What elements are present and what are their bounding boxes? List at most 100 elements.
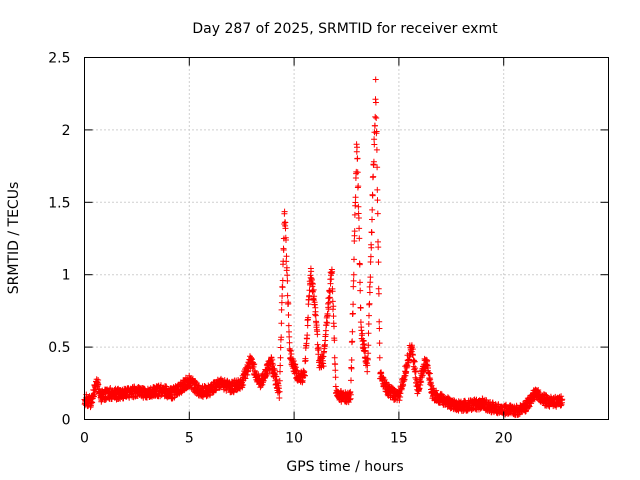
axis-ticks: 0 0.5 1 1.5 2 2.5 0 5 10 15 20: [48, 51, 609, 447]
data-point: [357, 279, 363, 286]
x-axis-label: GPS time / hours: [286, 459, 403, 475]
data-point: [352, 199, 359, 206]
data-point: [314, 331, 321, 338]
data-point: [283, 264, 290, 271]
data-point: [308, 268, 315, 275]
data-point: [348, 377, 354, 384]
data-point: [278, 334, 285, 341]
data-point: [368, 229, 375, 236]
x-tick-label: 5: [185, 431, 194, 447]
data-point: [367, 274, 374, 281]
data-point: [281, 208, 288, 215]
data-point: [320, 363, 327, 370]
data-point: [290, 358, 297, 364]
data-point: [286, 347, 293, 354]
data-point: [359, 330, 366, 337]
data-point: [332, 374, 339, 381]
data-point: [355, 215, 362, 221]
data-point: [292, 361, 299, 368]
grid-lines: [84, 57, 609, 420]
data-point: [347, 391, 354, 398]
data-point: [332, 361, 339, 368]
data-point: [365, 330, 372, 337]
y-tick-label: 1.5: [48, 195, 70, 211]
data-point: [301, 372, 308, 379]
data-point: [324, 320, 331, 326]
data-point: [397, 390, 404, 397]
data-point: [559, 396, 566, 403]
data-point: [372, 122, 378, 129]
data-point: [282, 219, 289, 226]
data-point: [365, 350, 372, 357]
data-points: [81, 76, 566, 419]
data-point: [284, 292, 291, 299]
data-point: [366, 312, 372, 319]
data-point: [278, 306, 285, 313]
data-point: [426, 370, 433, 377]
data-point: [332, 367, 339, 374]
x-tick-label: 15: [390, 431, 408, 447]
data-point: [286, 333, 293, 340]
y-tick-label: 2.5: [48, 51, 70, 67]
y-tick-label: 2: [62, 123, 71, 139]
data-point: [88, 398, 95, 405]
data-point: [264, 371, 271, 378]
data-point: [260, 377, 267, 384]
data-point: [526, 403, 533, 410]
data-point: [326, 294, 333, 301]
data-point: [350, 277, 357, 284]
data-point: [376, 318, 383, 325]
data-point: [374, 164, 381, 171]
data-point: [369, 206, 376, 213]
data-point: [362, 347, 369, 354]
chart-title: Day 287 of 2025, SRMTID for receiver exm…: [192, 21, 498, 37]
data-point: [350, 301, 357, 308]
data-point: [354, 169, 361, 176]
data-point: [364, 362, 371, 369]
data-point: [416, 385, 423, 392]
data-point: [304, 322, 311, 329]
data-point: [327, 289, 333, 296]
data-point: [328, 276, 335, 283]
data-point: [374, 197, 381, 204]
data-point: [373, 115, 380, 121]
data-point: [375, 290, 382, 297]
data-point: [276, 395, 283, 401]
data-point: [375, 259, 382, 266]
y-tick-label: 0: [62, 413, 71, 429]
data-point: [364, 368, 371, 375]
data-point: [324, 312, 331, 319]
data-point: [366, 300, 373, 307]
data-point: [330, 303, 337, 310]
data-point: [348, 357, 355, 363]
data-point: [369, 192, 376, 199]
data-point: [372, 113, 379, 120]
data-point: [285, 300, 292, 307]
data-point: [418, 379, 425, 386]
data-point: [355, 203, 362, 210]
y-tick-label: 0.5: [48, 340, 70, 356]
x-tick-label: 0: [80, 431, 89, 447]
data-point: [251, 361, 258, 368]
data-point: [331, 323, 337, 330]
data-point: [276, 388, 283, 395]
data-point: [288, 351, 295, 357]
data-point: [356, 261, 363, 268]
data-point: [278, 299, 285, 306]
data-point: [284, 272, 291, 279]
data-point: [351, 238, 358, 244]
data-point: [354, 144, 360, 151]
data-point: [329, 288, 336, 295]
data-point: [354, 155, 361, 162]
data-point: [294, 367, 301, 374]
data-point: [292, 364, 299, 371]
data-point: [312, 312, 319, 319]
data-point: [285, 322, 292, 329]
x-tick-label: 20: [495, 431, 513, 447]
data-point: [331, 337, 338, 344]
data-point: [329, 268, 336, 275]
data-point: [350, 283, 357, 290]
data-point: [557, 402, 564, 409]
data-point: [279, 284, 286, 291]
data-point: [412, 368, 419, 375]
